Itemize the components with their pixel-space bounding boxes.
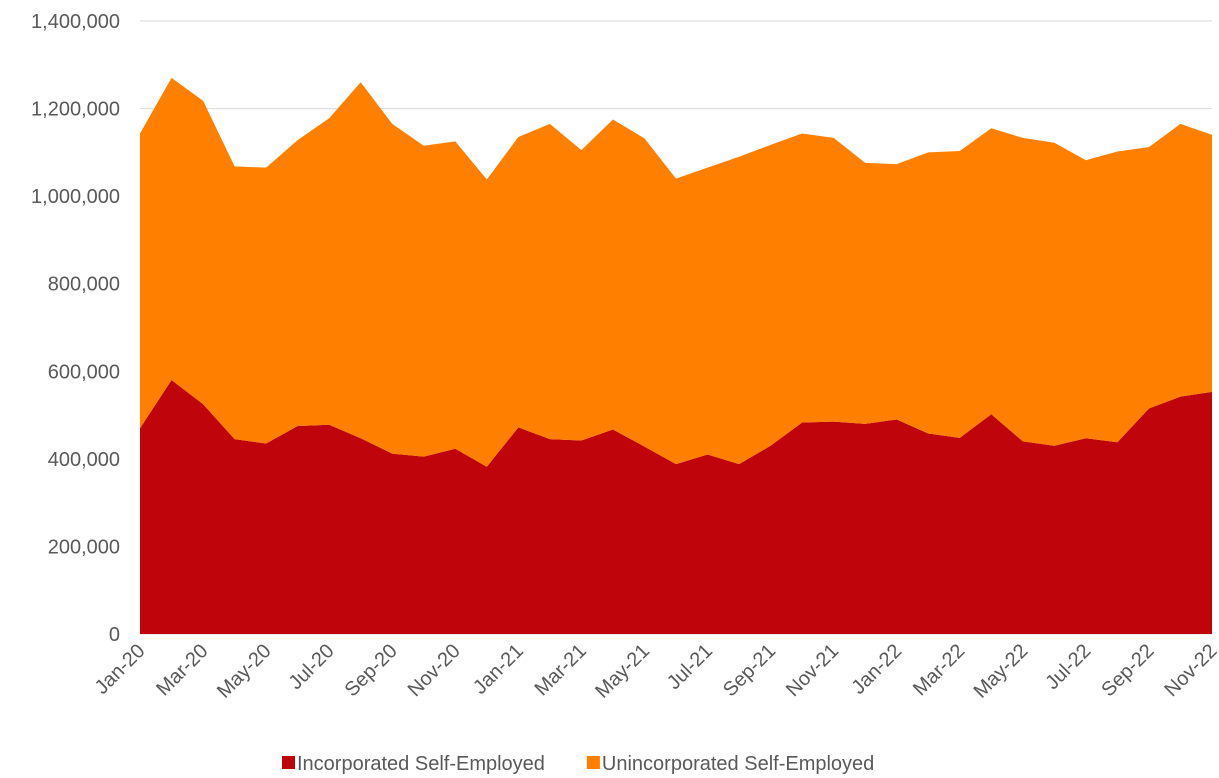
- x-tick-label: May-20: [213, 640, 276, 703]
- area: [140, 380, 1212, 634]
- x-tick-label: Mar-22: [909, 640, 969, 700]
- legend-label: Incorporated Self-Employed: [297, 753, 545, 775]
- y-tick-label: 600,000: [48, 361, 120, 383]
- y-tick-label: 200,000: [48, 536, 120, 558]
- y-tick-label: 0: [109, 624, 120, 646]
- x-tick-label: May-22: [970, 640, 1033, 703]
- x-tick-label: Nov-21: [782, 640, 843, 701]
- x-tick-label: May-21: [591, 640, 654, 703]
- x-tick-label: Sep-22: [1097, 640, 1158, 701]
- x-tick-label: Jul-22: [1041, 640, 1095, 694]
- y-tick-label: 1,400,000: [31, 11, 120, 33]
- legend: Incorporated Self-Employed Unincorporated…: [282, 753, 874, 775]
- areas: [140, 77, 1212, 634]
- x-tick-label: Mar-20: [152, 640, 212, 700]
- x-tick-label: Sep-21: [719, 640, 780, 701]
- x-tick-label: Jul-21: [663, 640, 717, 694]
- legend-swatch: [282, 756, 295, 769]
- x-tick-label: Jan-20: [91, 640, 150, 699]
- y-tick-label: 1,000,000: [31, 186, 120, 208]
- y-tick-label: 400,000: [48, 449, 120, 471]
- x-tick-label: Nov-22: [1160, 640, 1219, 701]
- x-tick-label: Jul-20: [285, 640, 339, 694]
- area: [140, 77, 1212, 467]
- legend-swatch: [586, 756, 600, 769]
- y-tick-label: 800,000: [48, 274, 120, 296]
- x-tick-label: Sep-20: [341, 640, 402, 701]
- x-tick-label: Mar-21: [531, 640, 591, 700]
- legend-label: Unincorporated Self-Employed: [602, 753, 874, 775]
- x-tick-label: Jan-22: [847, 640, 906, 699]
- x-tick-label: Jan-21: [469, 640, 528, 699]
- y-tick-label: 1,200,000: [31, 99, 120, 121]
- x-tick-label: Nov-20: [404, 640, 465, 701]
